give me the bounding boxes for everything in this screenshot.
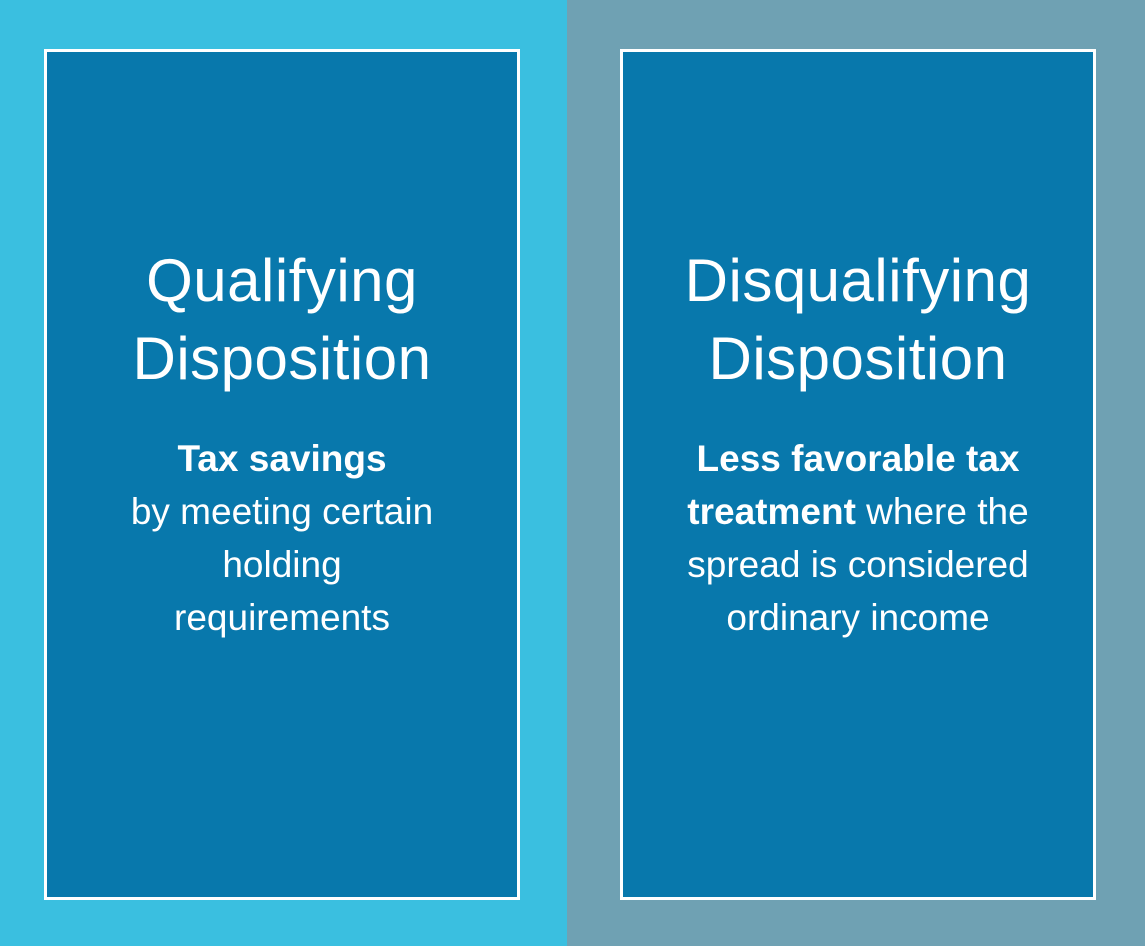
body-line: ordinary income <box>726 597 990 638</box>
disqualifying-title-line-1: Disqualifying <box>684 247 1032 314</box>
body-line: holding <box>222 544 342 585</box>
body-line: by meeting certain <box>130 491 434 532</box>
disqualifying-card-body: Less favorable tax treatment where the spr… <box>643 432 1073 644</box>
disqualifying-card-title: Disqualifying Disposition <box>643 242 1073 398</box>
qualifying-disposition-card: Qualifying Disposition Tax savings by mee… <box>44 49 520 900</box>
disqualifying-title-line-2: Disposition <box>708 325 1008 392</box>
qualifying-card-body: Tax savings by meeting certain holding requ… <box>67 432 497 644</box>
disqualifying-disposition-card: Disqualifying Disposition Less favorable… <box>620 49 1096 900</box>
body-line: spread is considered <box>687 544 1029 585</box>
qualifying-card-title: Qualifying Disposition <box>67 242 497 398</box>
qualifying-title-line-1: Qualifying <box>146 247 418 314</box>
body-line: Less favorable tax <box>696 438 1020 479</box>
body-line: Tax savings <box>177 438 387 479</box>
qualifying-title-line-2: Disposition <box>132 325 432 392</box>
body-line: treatment where the <box>687 491 1029 532</box>
body-line: requirements <box>174 597 390 638</box>
